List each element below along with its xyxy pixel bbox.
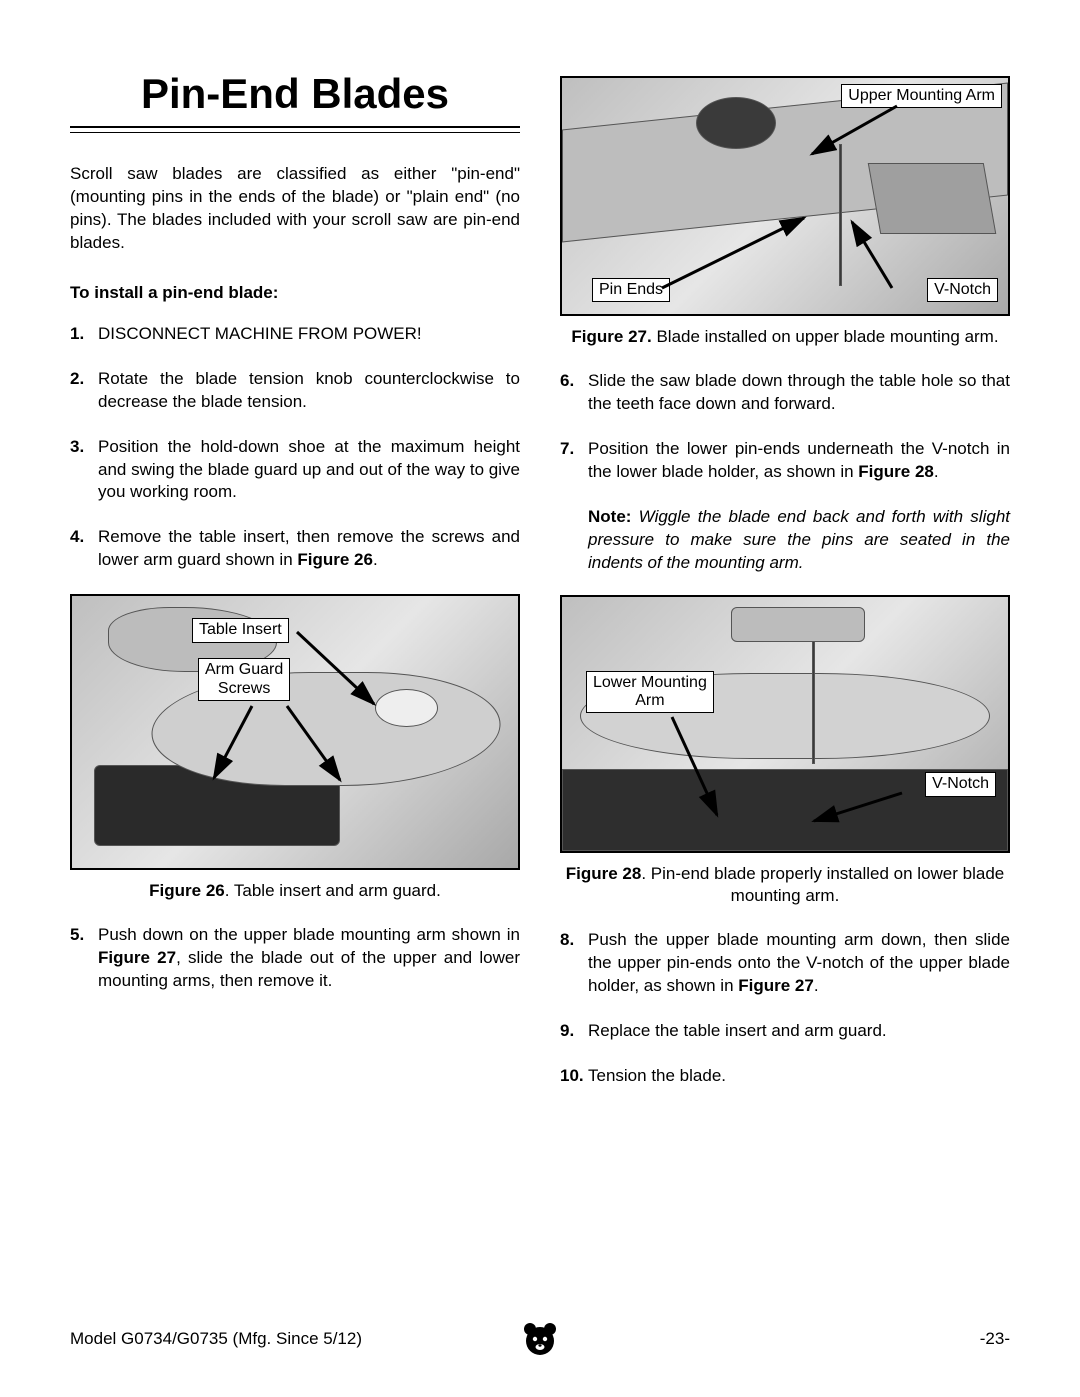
title-underline: [70, 132, 520, 133]
step-text: .: [814, 976, 819, 995]
steps-left-cont: 5. Push down on the upper blade mounting…: [70, 924, 520, 993]
figure-28-caption-bold: Figure 28: [566, 864, 642, 883]
step-text: DISCONNECT MACHINE FROM POWER!: [98, 324, 422, 343]
fig27-arrows: [562, 78, 1008, 314]
footer-model: Model G0734/G0735 (Mfg. Since 5/12): [70, 1329, 362, 1349]
step-bold: Figure 27: [738, 976, 814, 995]
step-number: 6.: [560, 370, 574, 393]
note-body: Wiggle the blade end back and forth with…: [588, 507, 1010, 572]
figure-27: Upper Mounting Arm Pin Ends V-Notch: [560, 76, 1010, 316]
step-number: 4.: [70, 526, 84, 549]
bear-logo-icon: [520, 1319, 560, 1359]
step-10: 10. Tension the blade.: [560, 1065, 1010, 1088]
page-title: Pin-End Blades: [70, 70, 520, 128]
step-text: Tension the blade.: [588, 1066, 726, 1085]
figure-27-caption-rest: Blade installed on upper blade mounting …: [652, 327, 999, 346]
step-3: 3. Position the hold-down shoe at the ma…: [70, 436, 520, 505]
step-number: 1.: [70, 323, 84, 346]
fig28-arrows: [562, 597, 1008, 851]
step-text: Rotate the blade tension knob counterclo…: [98, 369, 520, 411]
step-bold: Figure 26: [297, 550, 373, 569]
fig26-arrows: [72, 596, 518, 868]
steps-right-cont: 8. Push the upper blade mounting arm dow…: [560, 929, 1010, 1088]
note-lead: Note:: [588, 507, 631, 526]
figure-26-caption: Figure 26. Table insert and arm guard.: [70, 880, 520, 902]
figure-28: Lower Mounting Arm V-Notch: [560, 595, 1010, 853]
steps-left: 1. DISCONNECT MACHINE FROM POWER! 2. Rot…: [70, 323, 520, 573]
figure-27-caption: Figure 27. Blade installed on upper blad…: [560, 326, 1010, 348]
step-text: Replace the table insert and arm guard.: [588, 1021, 887, 1040]
step-bold: Figure 28: [858, 462, 934, 481]
step-text: Position the lower pin-ends underneath t…: [588, 439, 1010, 481]
step-2: 2. Rotate the blade tension knob counter…: [70, 368, 520, 414]
step-number: 9.: [560, 1020, 574, 1043]
step-1: 1. DISCONNECT MACHINE FROM POWER!: [70, 323, 520, 346]
left-column: Pin-End Blades Scroll saw blades are cla…: [70, 70, 520, 1110]
step-9: 9. Replace the table insert and arm guar…: [560, 1020, 1010, 1043]
figure-28-caption: Figure 28. Pin-end blade properly instal…: [560, 863, 1010, 907]
figure-26: Table Insert Arm Guard Screws: [70, 594, 520, 870]
figure-26-caption-bold: Figure 26: [149, 881, 225, 900]
step-6: 6. Slide the saw blade down through the …: [560, 370, 1010, 416]
step-5: 5. Push down on the upper blade mounting…: [70, 924, 520, 993]
step-number: 5.: [70, 924, 84, 947]
figure-26-caption-rest: . Table insert and arm guard.: [225, 881, 441, 900]
step-text: .: [373, 550, 378, 569]
step-7: 7. Position the lower pin-ends underneat…: [560, 438, 1010, 484]
step-4: 4. Remove the table insert, then remove …: [70, 526, 520, 572]
step-number: 10.: [560, 1065, 584, 1088]
step-number: 2.: [70, 368, 84, 391]
step-bold: Figure 27: [98, 948, 176, 967]
step-number: 8.: [560, 929, 574, 952]
intro-paragraph: Scroll saw blades are classified as eith…: [70, 163, 520, 255]
step-text: Slide the saw blade down through the tab…: [588, 371, 1010, 413]
footer-page-number: -23-: [980, 1329, 1010, 1349]
figure-27-caption-bold: Figure 27.: [571, 327, 651, 346]
steps-right: 6. Slide the saw blade down through the …: [560, 370, 1010, 484]
step-text: Position the hold-down shoe at the maxim…: [98, 437, 520, 502]
figure-28-caption-rest: . Pin-end blade properly installed on lo…: [641, 864, 1004, 905]
install-subhead: To install a pin-end blade:: [70, 283, 520, 303]
step-text: .: [934, 462, 939, 481]
page-footer: Model G0734/G0735 (Mfg. Since 5/12) -23-: [70, 1329, 1010, 1349]
right-column: Upper Mounting Arm Pin Ends V-Notch Figu…: [560, 70, 1010, 1110]
step-number: 7.: [560, 438, 574, 461]
step-number: 3.: [70, 436, 84, 459]
note: Note: Wiggle the blade end back and fort…: [560, 506, 1010, 575]
step-text: Push down on the upper blade mounting ar…: [98, 925, 520, 944]
step-8: 8. Push the upper blade mounting arm dow…: [560, 929, 1010, 998]
